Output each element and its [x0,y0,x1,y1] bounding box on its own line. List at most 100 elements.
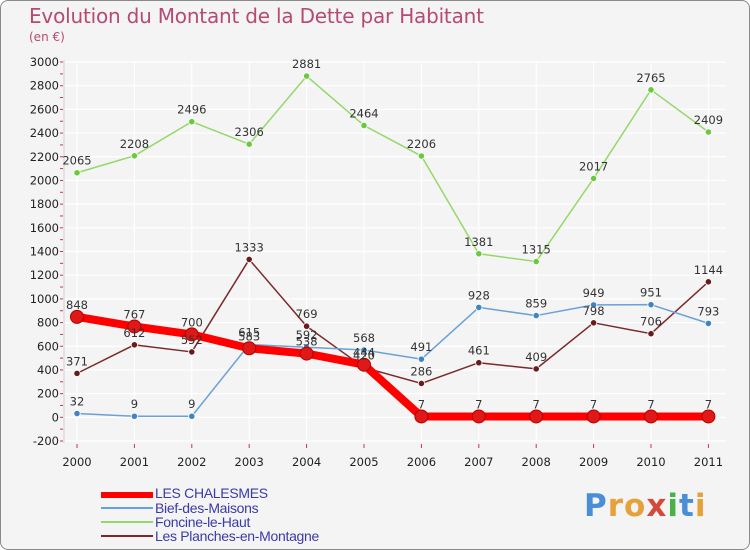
series-point-1 [589,301,598,309]
x-tick-label: 2002 [177,455,206,469]
series-point-0 [414,409,429,424]
series-point-3 [302,322,311,330]
series-line-1 [76,303,710,417]
series-point-3 [589,319,598,327]
series-point-3 [475,359,483,367]
x-tick-label: 2000 [62,455,91,469]
data-label: 592 [296,328,318,342]
data-label: 7 [418,397,425,411]
y-tick-label: 0 [52,410,59,424]
y-tick-label: 600 [37,339,59,353]
proxiti-logo: Proxiti [584,488,707,524]
legend-label-les-chalesmes: LES CHALESMES [155,485,268,501]
data-label: 2206 [407,137,436,151]
series-point-0 [529,409,544,424]
data-label: 793 [697,304,719,318]
series-point-1 [704,319,713,327]
chart-title: Evolution du Montant de la Dette par Hab… [29,4,484,28]
y-tick-label: 1800 [30,197,59,211]
data-label: 612 [123,326,145,340]
x-tick-label: 2001 [120,455,149,469]
series-point-2 [704,128,713,136]
series-point-3 [130,341,138,349]
x-tick-label: 2011 [694,455,723,469]
series-point-0 [701,409,716,424]
data-label: 769 [296,307,318,321]
series-point-1 [475,303,483,312]
x-tick-label: 2010 [636,455,665,469]
series-point-2 [417,152,425,160]
data-label: 2208 [120,137,149,151]
series-point-3 [704,278,713,286]
data-label: 2496 [177,103,206,117]
y-tick-label: 2000 [30,173,59,187]
data-label: 700 [181,315,203,329]
data-label: 2881 [292,57,321,71]
data-label: 2065 [62,154,91,168]
data-label: 583 [238,329,260,343]
data-label: 1381 [464,235,493,249]
data-label: 928 [468,288,490,302]
data-label: 7 [533,397,540,411]
y-tick-label: -200 [33,434,59,448]
data-label: 420 [353,349,375,363]
series-point-3 [647,330,655,338]
data-label: 2765 [636,71,665,85]
data-label: 1144 [694,263,723,277]
series-point-3 [245,255,253,264]
data-label: 7 [475,397,482,411]
data-label: 2464 [349,106,378,120]
series-point-3 [188,348,196,356]
series-point-0 [586,409,601,424]
data-label: 859 [525,297,547,311]
legend-label-foncine-le-haut: Foncine-le-Haut [155,514,251,530]
series-point-2 [589,174,598,183]
series-point-2 [647,86,655,94]
series-point-0 [299,346,314,361]
series-point-1 [647,301,655,309]
series-point-0 [644,409,658,424]
data-label: 32 [70,395,85,409]
y-tick-label: 2200 [30,150,59,164]
series-point-2 [475,250,483,258]
series-point-1 [130,412,138,420]
y-tick-label: 3000 [30,55,59,69]
series-point-2 [73,169,81,177]
series-line-2 [76,75,710,263]
data-label: 7 [705,397,712,411]
y-tick-label: 1600 [30,221,59,235]
series-point-0 [357,357,371,372]
data-label: 9 [188,397,195,411]
data-label: 1333 [235,240,264,254]
data-label: 7 [647,397,654,411]
data-label: 615 [238,325,260,339]
series-point-2 [188,118,196,126]
legend-swatch-foncine-le-haut [101,521,153,523]
data-label: 798 [583,304,605,318]
series-point-1 [73,409,81,418]
x-tick-label: 2004 [292,455,321,469]
data-label: 848 [66,298,88,312]
data-label: 767 [123,307,145,321]
legend-swatch-bief-des-maisons [101,507,153,509]
x-tick-label: 2006 [407,455,436,469]
series-point-1 [188,412,196,420]
y-tick-label: 400 [37,363,59,377]
data-label: 2017 [579,159,608,173]
series-point-0 [127,319,142,334]
data-label: 1315 [522,243,551,257]
data-label: 444 [353,346,375,360]
series-point-0 [471,409,486,424]
series-point-1 [360,346,368,354]
series-point-0 [184,327,199,342]
data-label: 286 [410,364,432,378]
series-point-3 [73,369,81,377]
data-label: 371 [66,354,88,368]
x-tick-label: 2008 [522,455,551,469]
data-label: 491 [410,340,432,354]
y-tick-label: 2600 [30,102,59,116]
data-label: 461 [468,344,490,358]
y-tick-label: 1400 [30,245,59,259]
